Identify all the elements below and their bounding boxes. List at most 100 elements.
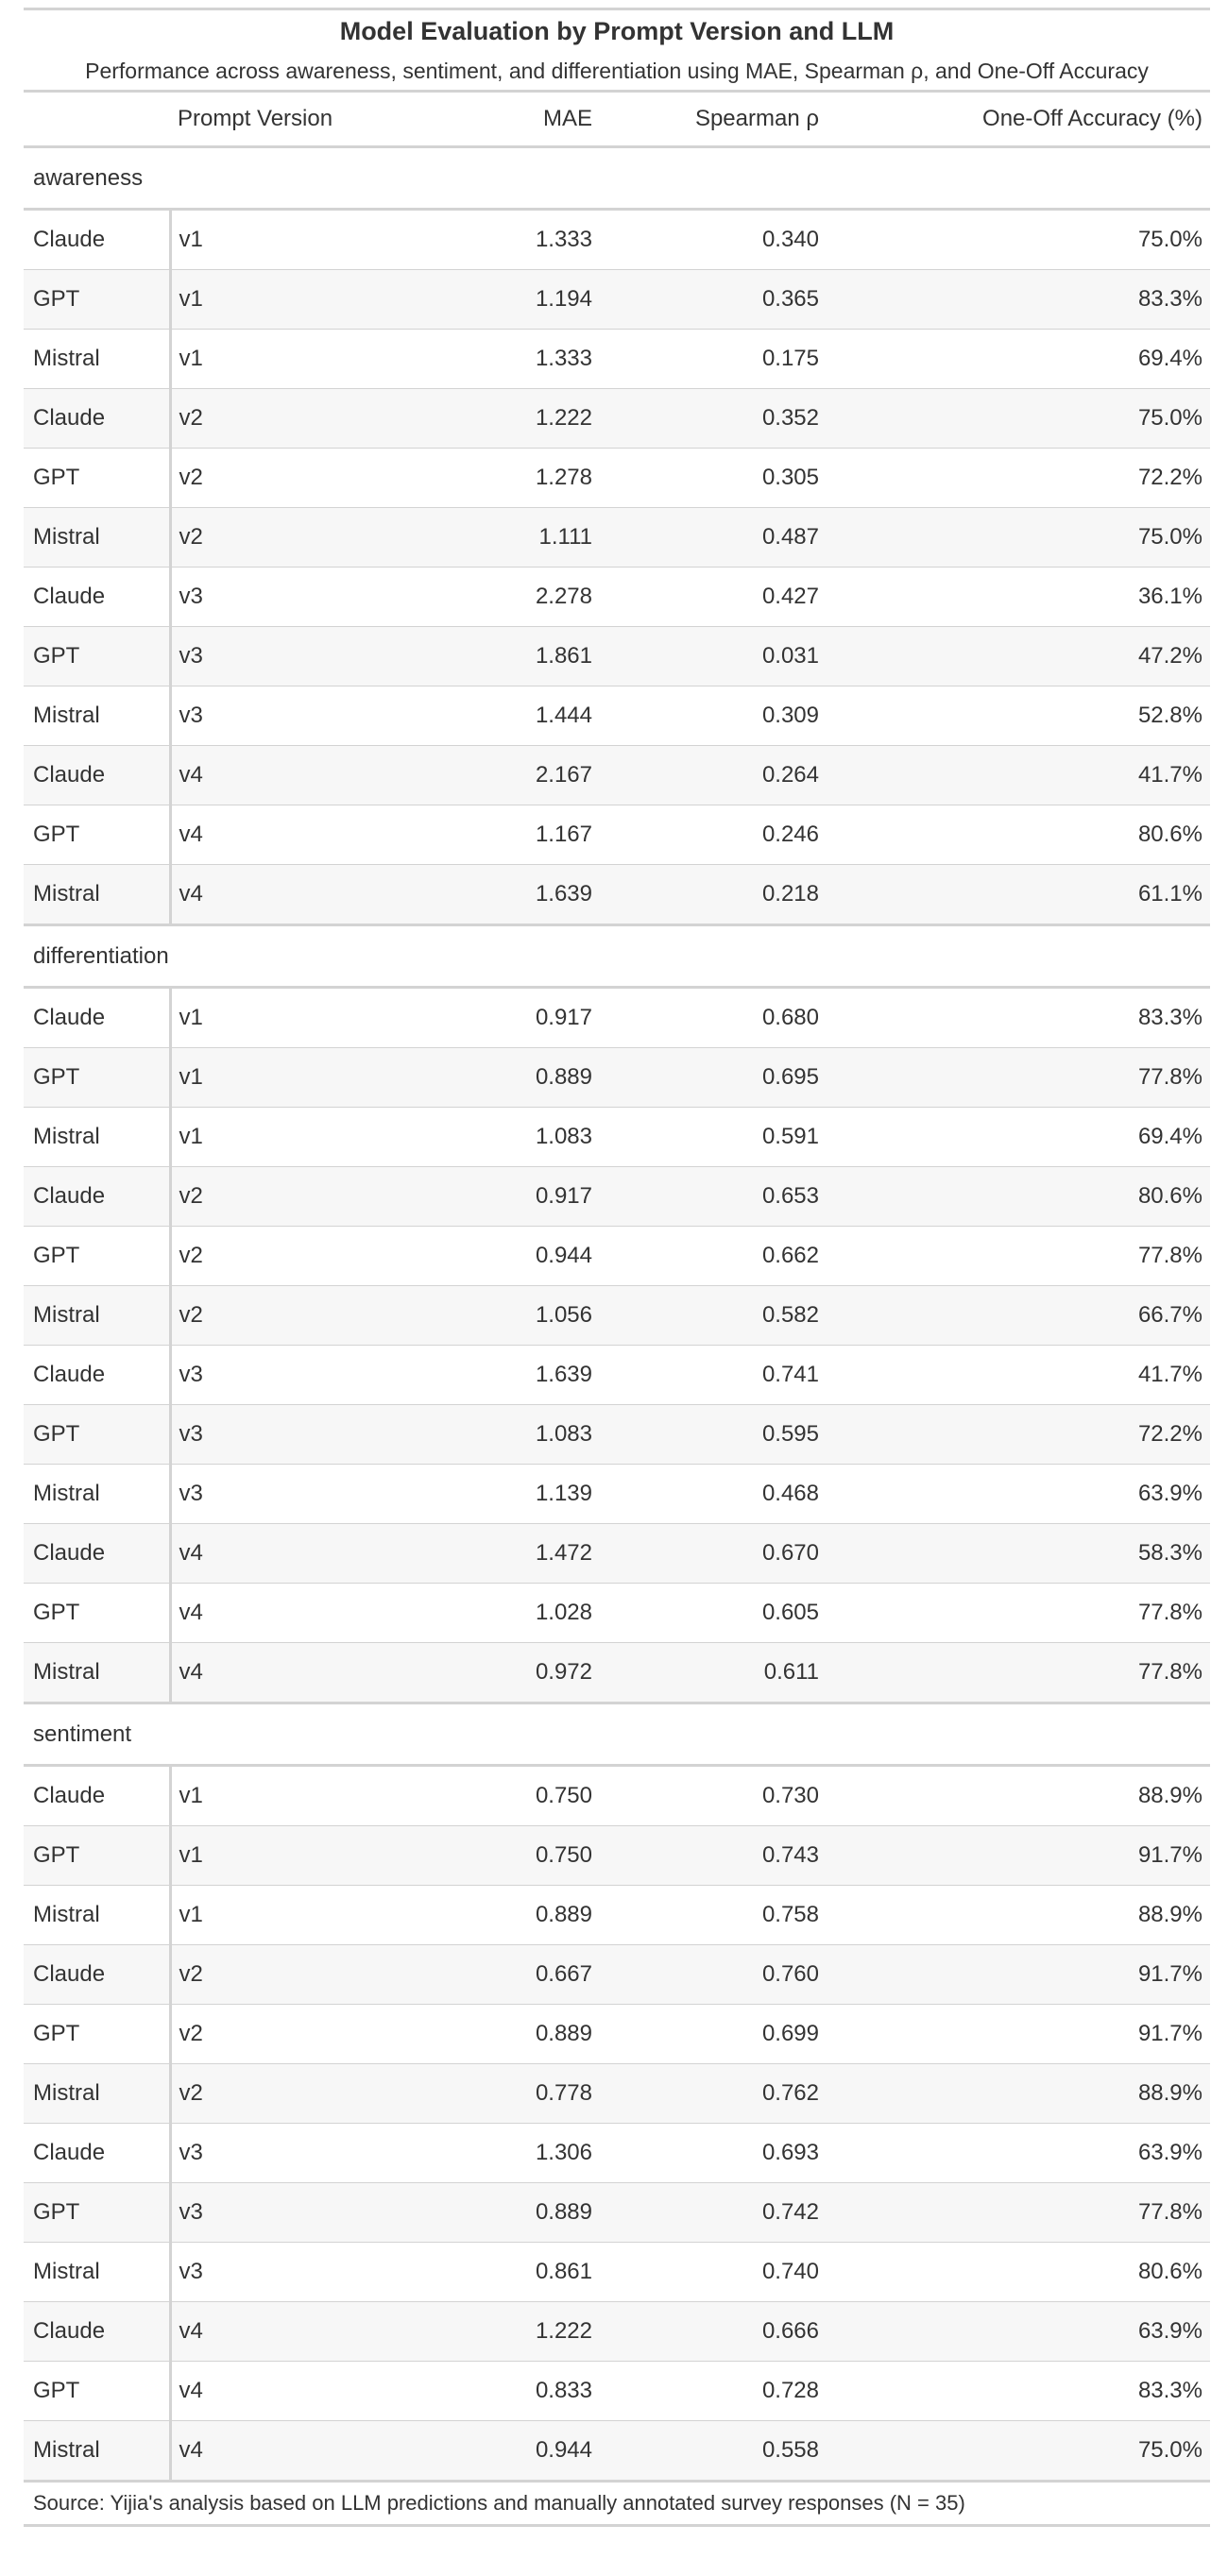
cell-mae: 1.028	[387, 1583, 600, 1643]
cell-one-off-accuracy: 41.7%	[827, 1345, 1210, 1405]
table-row: GPT v4 1.167 0.246 80.6%	[24, 805, 1210, 865]
cell-model: Claude	[24, 2123, 172, 2183]
cell-one-off-accuracy: 83.3%	[827, 987, 1210, 1048]
cell-spearman: 0.758	[600, 1885, 827, 1945]
cell-mae: 2.167	[387, 745, 600, 805]
cell-prompt-version: v3	[170, 2182, 387, 2243]
cell-spearman: 0.730	[600, 1765, 827, 1826]
cell-spearman: 0.031	[600, 626, 827, 686]
cell-mae: 1.056	[387, 1285, 600, 1346]
cell-mae: 2.278	[387, 567, 600, 627]
cell-model: Mistral	[24, 1464, 172, 1524]
cell-prompt-version: v4	[170, 1642, 387, 1704]
cell-spearman: 0.309	[600, 686, 827, 746]
group-label: awareness	[24, 146, 1210, 211]
table-row: Mistral v1 1.333 0.175 69.4%	[24, 329, 1210, 389]
cell-model: Claude	[24, 209, 172, 270]
cell-model: Claude	[24, 1765, 172, 1826]
cell-spearman: 0.558	[600, 2420, 827, 2483]
cell-spearman: 0.743	[600, 1825, 827, 1886]
cell-prompt-version: v2	[170, 1944, 387, 2005]
cell-model: Mistral	[24, 329, 172, 389]
table-row: Mistral v3 0.861 0.740 80.6%	[24, 2242, 1210, 2302]
cell-one-off-accuracy: 69.4%	[827, 329, 1210, 389]
cell-model: Claude	[24, 987, 172, 1048]
cell-mae: 0.944	[387, 1226, 600, 1286]
cell-one-off-accuracy: 61.1%	[827, 864, 1210, 926]
table-row: GPT v1 0.750 0.743 91.7%	[24, 1825, 1210, 1886]
cell-one-off-accuracy: 63.9%	[827, 2301, 1210, 2362]
cell-mae: 0.917	[387, 987, 600, 1048]
cell-prompt-version: v1	[170, 269, 387, 330]
cell-one-off-accuracy: 41.7%	[827, 745, 1210, 805]
cell-mae: 1.444	[387, 686, 600, 746]
group-row: differentiation	[24, 924, 1210, 989]
table-row: Mistral v3 1.444 0.309 52.8%	[24, 686, 1210, 746]
cell-model: GPT	[24, 1226, 172, 1286]
cell-mae: 0.889	[387, 2182, 600, 2243]
table-title: Model Evaluation by Prompt Version and L…	[339, 17, 895, 45]
cell-prompt-version: v3	[170, 1464, 387, 1524]
header-spearman: Spearman ρ	[600, 93, 827, 148]
cell-model: GPT	[24, 1047, 172, 1108]
cell-one-off-accuracy: 58.3%	[827, 1523, 1210, 1584]
cell-model: Claude	[24, 1523, 172, 1584]
cell-one-off-accuracy: 63.9%	[827, 2123, 1210, 2183]
cell-prompt-version: v4	[170, 2361, 387, 2421]
cell-one-off-accuracy: 80.6%	[827, 1166, 1210, 1227]
table-row: Mistral v2 1.111 0.487 75.0%	[24, 507, 1210, 568]
cell-mae: 0.889	[387, 2004, 600, 2064]
table-row: Claude v4 1.472 0.670 58.3%	[24, 1523, 1210, 1584]
cell-model: GPT	[24, 2182, 172, 2243]
cell-spearman: 0.352	[600, 388, 827, 449]
cell-model: GPT	[24, 1825, 172, 1886]
cell-one-off-accuracy: 75.0%	[827, 388, 1210, 449]
cell-one-off-accuracy: 66.7%	[827, 1285, 1210, 1346]
cell-prompt-version: v3	[170, 1345, 387, 1405]
table-row: GPT v4 1.028 0.605 77.8%	[24, 1583, 1210, 1643]
cell-one-off-accuracy: 88.9%	[827, 1885, 1210, 1945]
cell-one-off-accuracy: 75.0%	[827, 2420, 1210, 2483]
cell-prompt-version: v2	[170, 448, 387, 508]
cell-model: Mistral	[24, 1107, 172, 1167]
evaluation-table: Model Evaluation by Prompt Version and L…	[24, 8, 1210, 2527]
cell-spearman: 0.218	[600, 864, 827, 926]
cell-mae: 1.278	[387, 448, 600, 508]
cell-prompt-version: v3	[170, 626, 387, 686]
cell-one-off-accuracy: 88.9%	[827, 1765, 1210, 1826]
cell-prompt-version: v1	[170, 209, 387, 270]
cell-spearman: 0.670	[600, 1523, 827, 1584]
cell-prompt-version: v4	[170, 805, 387, 865]
group-row: awareness	[24, 146, 1210, 211]
cell-model: Mistral	[24, 1642, 172, 1704]
cell-prompt-version: v4	[170, 2301, 387, 2362]
cell-prompt-version: v3	[170, 567, 387, 627]
cell-one-off-accuracy: 83.3%	[827, 2361, 1210, 2421]
cell-model: GPT	[24, 2004, 172, 2064]
cell-prompt-version: v3	[170, 1404, 387, 1465]
cell-spearman: 0.582	[600, 1285, 827, 1346]
table-row: Mistral v3 1.139 0.468 63.9%	[24, 1464, 1210, 1524]
cell-model: Mistral	[24, 1285, 172, 1346]
cell-spearman: 0.695	[600, 1047, 827, 1108]
cell-mae: 0.889	[387, 1047, 600, 1108]
cell-spearman: 0.487	[600, 507, 827, 568]
cell-mae: 0.750	[387, 1825, 600, 1886]
cell-model: Mistral	[24, 686, 172, 746]
cell-one-off-accuracy: 36.1%	[827, 567, 1210, 627]
table-row: Mistral v4 0.972 0.611 77.8%	[24, 1642, 1210, 1704]
header-row: Prompt Version MAE Spearman ρ One-Off Ac…	[24, 93, 1210, 148]
cell-mae: 0.667	[387, 1944, 600, 2005]
cell-prompt-version: v1	[170, 329, 387, 389]
table-row: Claude v3 1.639 0.741 41.7%	[24, 1345, 1210, 1405]
cell-spearman: 0.693	[600, 2123, 827, 2183]
cell-mae: 0.750	[387, 1765, 600, 1826]
cell-one-off-accuracy: 83.3%	[827, 269, 1210, 330]
cell-spearman: 0.762	[600, 2063, 827, 2124]
cell-prompt-version: v1	[170, 1047, 387, 1108]
cell-mae: 1.472	[387, 1523, 600, 1584]
cell-one-off-accuracy: 91.7%	[827, 1825, 1210, 1886]
cell-spearman: 0.680	[600, 987, 827, 1048]
group-label: sentiment	[24, 1703, 1210, 1767]
cell-spearman: 0.653	[600, 1166, 827, 1227]
